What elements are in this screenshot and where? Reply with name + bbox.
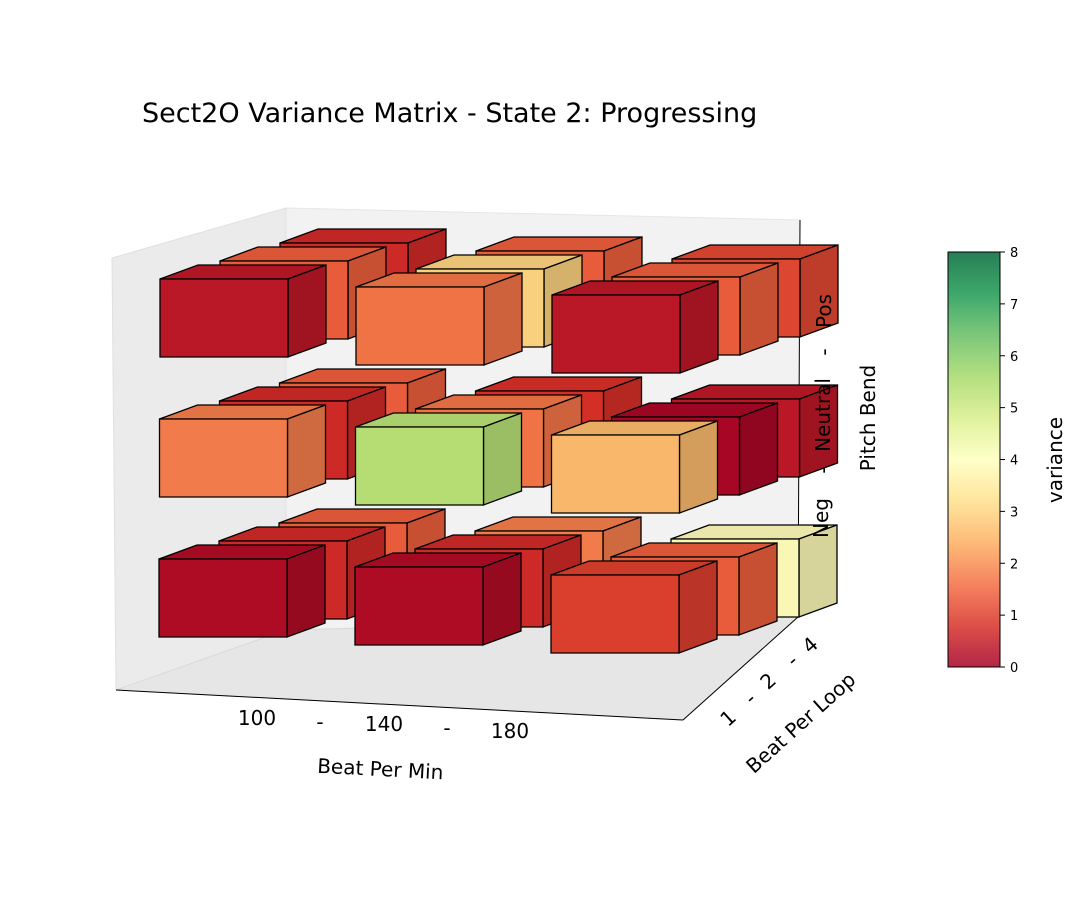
z-axis-label: Pitch Bend [856,365,880,471]
variance-cube [354,552,522,646]
variance-cube [158,544,326,638]
colorbar-tick-label: 1 [1010,609,1018,624]
cube-side-face [738,402,779,496]
z-tick-label: - [812,348,836,355]
cubes-layer [158,228,839,654]
variance-cube [159,264,327,358]
variance-cube [551,280,719,374]
cube-side-face [286,404,327,498]
cube-side-face [483,272,523,366]
y-axis-label: Beat Per Loop [741,667,860,778]
cube-front-face [158,558,288,638]
cube-side-face [739,262,779,356]
colorbar-tick-label: 4 [1010,454,1018,469]
y-tick-label: - [781,649,802,672]
x-axis-label: Beat Per Min [317,754,444,785]
variance-cube [550,420,719,514]
cube-front-face [158,418,289,498]
x-tick-label: 140 [365,712,403,736]
colorbar-gradient [947,251,1001,668]
x-tick-label: - [443,716,450,740]
x-tick-label: - [316,710,323,734]
x-tick-label: 100 [238,706,276,730]
z-tick-label: - [811,466,835,473]
cube-front-face [355,286,485,366]
chart-title: Sect2O Variance Matrix - State 2: Progre… [142,98,758,129]
variance-cube [355,272,523,366]
colorbar: 0 1 2 3 4 5 6 7 8 variance [947,246,1067,676]
colorbar-tick-label: 5 [1010,402,1018,417]
y-tick-label: 2 [755,668,781,694]
z-tick-label: Neg [809,498,833,538]
colorbar-tick-label: 2 [1010,557,1018,572]
z-tick-label: Neutral [811,378,835,452]
z-axis-ticks: Neg - Neutral - Pos [809,294,836,538]
x-axis-ticks: 100 - 140 - 180 [238,706,529,743]
cube-side-face [287,264,327,358]
cube-side-face [678,420,719,514]
variance-cube [158,404,327,498]
x-tick-label: 180 [491,719,529,743]
colorbar-label: variance [1043,417,1067,503]
cube-front-face [551,294,681,374]
colorbar-tick-label: 8 [1010,246,1018,261]
colorbar-ticks: 0 1 2 3 4 5 6 7 8 [1000,246,1018,676]
colorbar-tick-label: 3 [1010,505,1018,520]
cube-side-face [678,560,718,654]
colorbar-tick-label: 0 [1010,661,1018,676]
variance-cube [354,412,523,506]
cube-front-face [354,566,484,646]
x-axis-line [115,689,684,721]
y-tick-label: - [739,687,760,710]
variance-cube [550,560,718,654]
cube-side-face [482,552,522,646]
y-axis-line [682,616,799,721]
cube-side-face [738,542,778,636]
cube-front-face [159,278,289,358]
cube-side-face [482,412,523,506]
cube-front-face [354,426,485,506]
cube-front-face [550,574,680,654]
y-tick-label: 1 [715,705,741,731]
y-tick-label: 4 [797,632,823,658]
cube-side-face [679,280,719,374]
cube-front-face [550,434,681,514]
colorbar-tick-label: 6 [1010,350,1018,365]
colorbar-tick-label: 7 [1010,298,1018,313]
z-tick-label: Pos [812,294,836,328]
cube-side-face [286,544,326,638]
